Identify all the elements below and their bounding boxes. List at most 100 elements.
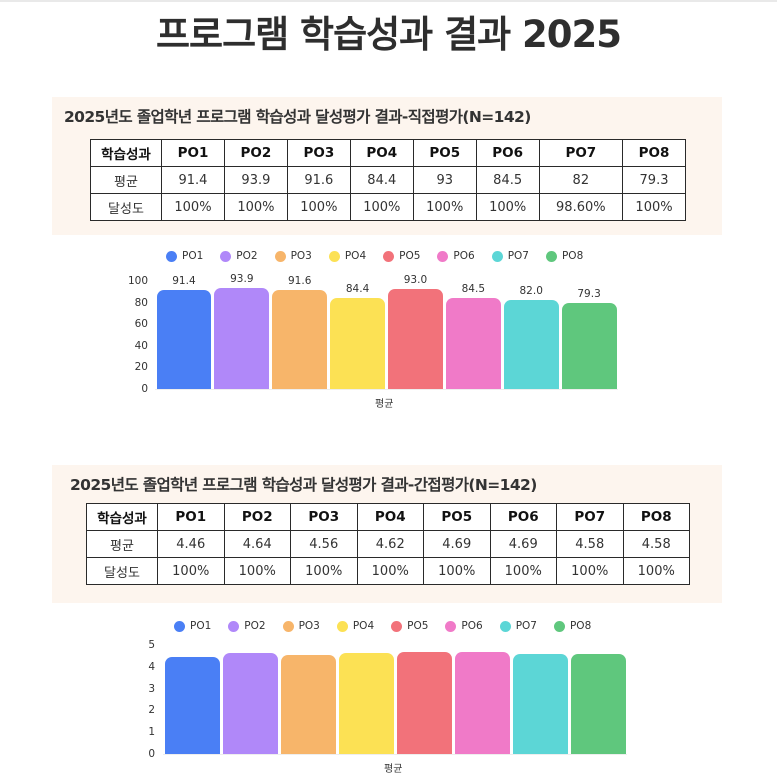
- bar-po6[interactable]: [454, 651, 510, 754]
- legend-label: PO7: [507, 250, 529, 262]
- bar-po5[interactable]: [396, 651, 452, 754]
- legend-item-po4[interactable]: PO4: [336, 620, 374, 632]
- table-cell: 84.4: [349, 166, 414, 194]
- bar-value-label: 91.4: [172, 275, 196, 288]
- bar-po3[interactable]: [280, 654, 336, 754]
- legend-dot-icon: [220, 250, 232, 262]
- legend-dot-icon: [274, 250, 286, 262]
- y-tick-label: 60: [134, 318, 148, 331]
- bar-po1[interactable]: [156, 290, 212, 389]
- x-axis-line: [155, 389, 618, 390]
- legend-label: PO5: [407, 620, 429, 632]
- legend-dot-icon: [391, 620, 403, 632]
- table-cell: 100%: [622, 193, 686, 221]
- bar-po4[interactable]: [330, 297, 385, 389]
- legend-dot-icon: [336, 620, 348, 632]
- y-tick-label: 0: [141, 383, 148, 395]
- bar-po8[interactable]: [561, 303, 617, 389]
- table-cell: 100%: [157, 557, 225, 585]
- table-cell: 100%: [161, 193, 225, 221]
- table-cell: PO8: [622, 503, 690, 531]
- y-axis: 0 20 40 60 80 100: [124, 275, 148, 395]
- table-cell: PO3: [290, 503, 358, 531]
- legend-label: PO8: [561, 250, 584, 262]
- bar-po2[interactable]: [214, 287, 270, 389]
- legend-label: PO4: [344, 250, 367, 262]
- legend-label: PO6: [461, 620, 483, 632]
- bar-po7[interactable]: [512, 654, 568, 754]
- table-cell: 93: [412, 166, 477, 194]
- legend-item-po2[interactable]: PO2: [220, 250, 258, 262]
- legend-dot-icon: [491, 250, 503, 262]
- legend-label: PO1: [190, 620, 212, 632]
- table-cell: PO2: [223, 139, 288, 167]
- row-header-cell: 학습성과: [86, 503, 158, 531]
- bar-po4[interactable]: [338, 653, 394, 754]
- table-header-row: 학습성과 PO1 PO2 PO3 PO4 PO5 PO6 PO7 PO8: [90, 139, 686, 167]
- table-cell: 91.6: [286, 166, 351, 194]
- legend-dot-icon: [445, 620, 457, 632]
- legend-label: PO1: [182, 250, 204, 262]
- bar-po5[interactable]: [388, 288, 443, 389]
- direct-eval-table: 학습성과 PO1 PO2 PO3 PO4 PO5 PO6 PO7 PO8 평균 91.4 93.9 91…: [90, 139, 686, 221]
- table-cell: PO7: [538, 139, 624, 167]
- table-cell: PO6: [489, 503, 557, 531]
- bar-po8[interactable]: [570, 654, 626, 754]
- legend-item-po6[interactable]: PO6: [445, 620, 483, 632]
- y-tick-label: 3: [148, 682, 155, 695]
- bar-value-label: 93.9: [230, 272, 254, 285]
- table-cell: 100%: [556, 557, 624, 585]
- table-cell: PO2: [223, 503, 291, 531]
- legend-label: PO3: [298, 620, 320, 632]
- y-tick-label: 1: [148, 726, 155, 739]
- y-tick-label: 20: [134, 361, 148, 374]
- legend-item-po3[interactable]: PO3: [282, 620, 320, 632]
- chart-legend: PO1 PO2 PO3 PO4 PO5 PO6 PO7 PO8: [174, 620, 608, 632]
- legend-label: PO3: [290, 250, 312, 262]
- table-cell: 4.58: [556, 530, 624, 558]
- bar-po2[interactable]: [222, 652, 278, 754]
- table-cell: 4.62: [356, 530, 424, 558]
- legend-item-po1[interactable]: PO1: [166, 250, 203, 262]
- legend-item-po3[interactable]: PO3: [274, 250, 312, 262]
- bar-po7[interactable]: [503, 300, 559, 389]
- legend-label: PO6: [453, 250, 475, 262]
- legend-item-po4[interactable]: PO4: [328, 250, 367, 262]
- x-axis-label: 평균: [375, 399, 394, 410]
- legend-dot-icon: [174, 620, 185, 632]
- table-cell: 84.5: [475, 166, 540, 194]
- legend-item-po2[interactable]: PO2: [228, 620, 266, 632]
- legend-item-po8[interactable]: PO8: [553, 620, 591, 632]
- table-cell: PO5: [412, 139, 477, 167]
- table-cell: 100%: [290, 557, 358, 585]
- x-axis-line: [163, 754, 627, 755]
- legend-dot-icon: [328, 250, 340, 262]
- table-cell: 100%: [356, 557, 424, 585]
- table-cell: 100%: [223, 557, 291, 585]
- table-cell: 100%: [412, 193, 477, 221]
- y-tick-label: 80: [134, 296, 148, 309]
- table-cell: 79.3: [622, 166, 686, 194]
- bar-value-label: 93.0: [403, 273, 428, 286]
- legend-item-po6[interactable]: PO6: [437, 250, 475, 262]
- legend-item-po5[interactable]: PO5: [383, 250, 420, 262]
- table-cell: 4.58: [622, 530, 690, 558]
- legend-item-po5[interactable]: PO5: [391, 620, 428, 632]
- legend-item-po8[interactable]: PO8: [545, 250, 584, 262]
- table-cell: 4.46: [157, 530, 225, 558]
- legend-dot-icon: [499, 620, 511, 632]
- bar-po1[interactable]: [164, 656, 220, 754]
- table-cell: 4.69: [489, 530, 557, 558]
- bar-value-label: 84.5: [461, 282, 486, 295]
- bar-po3[interactable]: [272, 290, 328, 389]
- legend-dot-icon: [437, 250, 449, 262]
- legend-dot-icon: [282, 620, 294, 632]
- table-cell: PO5: [423, 503, 491, 531]
- legend-item-po7[interactable]: PO7: [491, 250, 529, 262]
- y-axis: 0 1 2 3 4 5: [131, 639, 155, 760]
- direct-eval-chart: PO1 PO2 PO3 PO4 PO5 PO6 PO7 PO8 0 20 40 60 80 100 91…: [0, 240, 777, 420]
- legend-item-po1[interactable]: PO1: [174, 620, 211, 632]
- table-cell: 93.9: [223, 166, 288, 194]
- legend-item-po7[interactable]: PO7: [499, 620, 537, 632]
- bar-po6[interactable]: [445, 297, 501, 389]
